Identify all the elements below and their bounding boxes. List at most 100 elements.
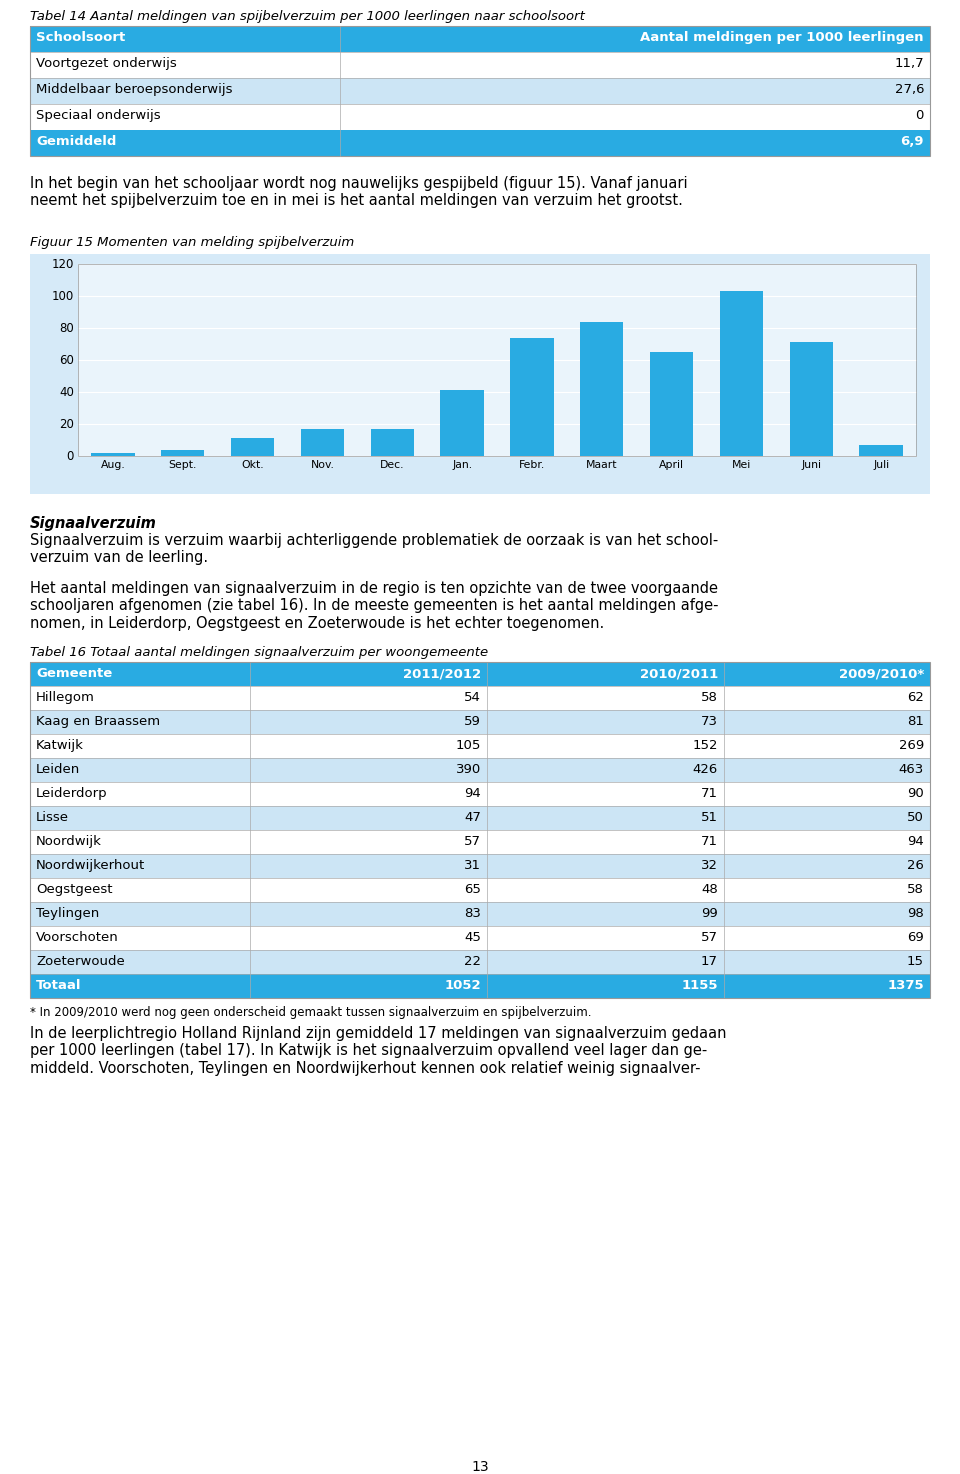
Text: Zoeterwoude: Zoeterwoude [36, 955, 125, 968]
Text: Okt.: Okt. [241, 460, 264, 470]
Bar [30, 974, 930, 998]
Text: Febr.: Febr. [518, 460, 545, 470]
Text: Jan.: Jan. [452, 460, 472, 470]
Text: 69: 69 [907, 932, 924, 943]
Text: April: April [660, 460, 684, 470]
Bar [30, 105, 930, 130]
Bar [30, 926, 930, 951]
Text: 27,6: 27,6 [895, 83, 924, 96]
Text: Noordwijkerhout: Noordwijkerhout [36, 859, 145, 873]
Text: Totaal: Totaal [36, 979, 82, 992]
Text: Schoolsoort: Schoolsoort [36, 31, 125, 44]
Text: 62: 62 [907, 691, 924, 705]
Bar [30, 662, 930, 998]
Text: 390: 390 [456, 764, 481, 775]
Text: Tabel 16 Totaal aantal meldingen signaalverzuim per woongemeente: Tabel 16 Totaal aantal meldingen signaal… [30, 646, 488, 659]
Text: Tabel 14 Aantal meldingen van spijbelverzuim per 1000 leerlingen naar schoolsoor: Tabel 14 Aantal meldingen van spijbelver… [30, 10, 585, 24]
Text: Aantal meldingen per 1000 leerlingen: Aantal meldingen per 1000 leerlingen [640, 31, 924, 44]
Bar [30, 78, 930, 105]
Text: 100: 100 [52, 289, 74, 302]
Text: Voortgezet onderwijs: Voortgezet onderwijs [36, 57, 177, 69]
Bar [78, 264, 916, 455]
Bar [161, 450, 204, 455]
Text: 26: 26 [907, 859, 924, 873]
Text: Juni: Juni [802, 460, 821, 470]
Text: 15: 15 [907, 955, 924, 968]
Text: Nov.: Nov. [310, 460, 334, 470]
Bar [231, 438, 275, 455]
Text: 32: 32 [701, 859, 718, 873]
Text: Mei: Mei [732, 460, 751, 470]
Text: 0: 0 [66, 450, 74, 463]
Text: 71: 71 [701, 787, 718, 800]
Bar [371, 429, 414, 455]
Text: Lisse: Lisse [36, 811, 69, 824]
Bar [30, 130, 930, 156]
Text: 58: 58 [907, 883, 924, 896]
Text: 47: 47 [464, 811, 481, 824]
Bar [859, 445, 902, 455]
Text: * In 2009/2010 werd nog geen onderscheid gemaakt tussen signaalverzuim en spijbe: * In 2009/2010 werd nog geen onderscheid… [30, 1005, 591, 1019]
Text: 152: 152 [692, 738, 718, 752]
Text: 60: 60 [60, 354, 74, 367]
Bar [30, 685, 930, 710]
Text: 2011/2012: 2011/2012 [403, 668, 481, 680]
Text: 94: 94 [465, 787, 481, 800]
Bar [30, 734, 930, 758]
Text: 6,9: 6,9 [900, 136, 924, 147]
Bar [30, 853, 930, 879]
Text: 13: 13 [471, 1461, 489, 1474]
Text: Voorschoten: Voorschoten [36, 932, 119, 943]
Text: Juli: Juli [873, 460, 889, 470]
Text: 90: 90 [907, 787, 924, 800]
Text: 83: 83 [464, 907, 481, 920]
Text: Aug.: Aug. [101, 460, 126, 470]
Text: 58: 58 [701, 691, 718, 705]
Bar [91, 453, 134, 455]
Text: 17: 17 [701, 955, 718, 968]
Text: 57: 57 [701, 932, 718, 943]
Text: Leiderdorp: Leiderdorp [36, 787, 108, 800]
Bar [30, 951, 930, 974]
Bar [650, 352, 693, 455]
Text: Leiden: Leiden [36, 764, 81, 775]
Text: Signaalverzuim: Signaalverzuim [30, 516, 156, 531]
Bar [30, 806, 930, 830]
Bar [300, 429, 344, 455]
Bar [580, 321, 623, 455]
Text: In het begin van het schooljaar wordt nog nauwelijks gespijbeld (figuur 15). Van: In het begin van het schooljaar wordt no… [30, 175, 687, 208]
Text: 71: 71 [701, 834, 718, 848]
Bar [30, 879, 930, 902]
Text: Noordwijk: Noordwijk [36, 834, 102, 848]
Text: Het aantal meldingen van signaalverzuim in de regio is ten opzichte van de twee : Het aantal meldingen van signaalverzuim … [30, 581, 718, 631]
Text: Figuur 15 Momenten van melding spijbelverzuim: Figuur 15 Momenten van melding spijbelve… [30, 236, 354, 249]
Text: 50: 50 [907, 811, 924, 824]
Text: Middelbaar beroepsonderwijs: Middelbaar beroepsonderwijs [36, 83, 232, 96]
Bar [720, 292, 763, 455]
Bar [30, 830, 930, 853]
Bar [441, 391, 484, 455]
Text: 31: 31 [464, 859, 481, 873]
Text: 2009/2010*: 2009/2010* [839, 668, 924, 680]
Text: 2010/2011: 2010/2011 [639, 668, 718, 680]
Bar [30, 710, 930, 734]
Bar [30, 662, 930, 685]
Text: 11,7: 11,7 [895, 57, 924, 69]
Text: Teylingen: Teylingen [36, 907, 99, 920]
Text: 105: 105 [456, 738, 481, 752]
Text: 426: 426 [693, 764, 718, 775]
Bar [511, 338, 554, 455]
Text: 73: 73 [701, 715, 718, 728]
Text: 80: 80 [60, 321, 74, 335]
Bar [30, 27, 930, 156]
Text: 20: 20 [60, 417, 74, 430]
Text: 98: 98 [907, 907, 924, 920]
Text: 51: 51 [701, 811, 718, 824]
Text: Signaalverzuim is verzuim waarbij achterliggende problematiek de oorzaak is van : Signaalverzuim is verzuim waarbij achter… [30, 534, 718, 566]
Text: 269: 269 [899, 738, 924, 752]
Text: 59: 59 [464, 715, 481, 728]
Text: Sept.: Sept. [169, 460, 197, 470]
Text: 81: 81 [907, 715, 924, 728]
Text: Katwijk: Katwijk [36, 738, 84, 752]
Bar [30, 27, 930, 52]
